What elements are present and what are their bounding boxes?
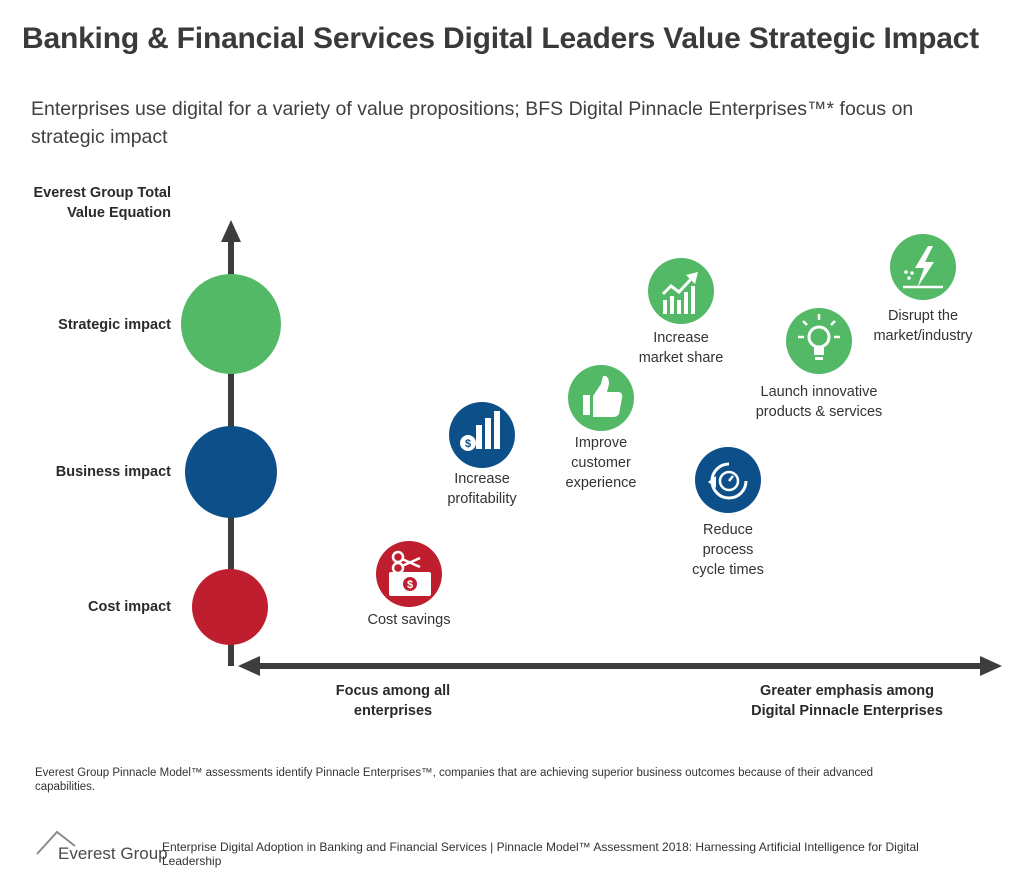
y-axis-title: Everest Group Total Value Equation: [0, 183, 171, 223]
strategic-impact-circle: [181, 274, 281, 374]
cost-savings-label: Cost savings: [339, 610, 479, 630]
label-line: cycle times: [692, 562, 764, 578]
label-line: customer: [571, 455, 631, 471]
label-line: market/industry: [873, 328, 973, 344]
reduce-process-cycle-times-label: Reduce process cycle times: [658, 520, 798, 580]
horizontal-axis-left-arrowhead: [238, 656, 260, 676]
label-line: enterprises: [353, 703, 433, 719]
money-bar-chart-icon: $: [449, 402, 515, 468]
y-axis-title-line2: Value Equation: [67, 205, 171, 221]
label-line: Digital Pinnacle Enterprises: [751, 703, 943, 719]
increase-profitability-label: Increase profitability: [412, 469, 552, 509]
strategic-impact-label: Strategic impact: [58, 317, 171, 333]
business-impact-label: Business impact: [55, 464, 171, 480]
label-line: Focus among all: [335, 683, 451, 699]
growth-chart-icon: [648, 258, 714, 324]
svg-text:$: $: [407, 579, 413, 591]
label-line: Increase: [653, 330, 709, 346]
label-line: Launch innovative: [760, 384, 878, 400]
label-line: Greater emphasis among: [759, 683, 935, 699]
label-line: experience: [565, 475, 637, 491]
cost-impact-label: Cost impact: [88, 599, 171, 615]
label-line: products & services: [755, 404, 883, 420]
label-line: Increase: [454, 471, 510, 487]
horizontal-axis-right-arrowhead: [980, 656, 1002, 676]
increase-market-share-label: Increase market share: [611, 328, 751, 368]
lightning-icon: [890, 234, 956, 300]
business-impact-circle: [185, 426, 277, 518]
page-subtitle: Enterprises use digital for a variety of…: [31, 98, 914, 148]
thumbs-up-icon: [568, 365, 634, 431]
label-line: Reduce: [703, 522, 753, 538]
label-line: Disrupt the: [887, 308, 959, 324]
cycle-stopwatch-icon: [695, 447, 761, 513]
improve-customer-experience-label: Improve customer experience: [531, 433, 671, 493]
scissors-money-icon: $: [376, 541, 442, 607]
everest-group-logo: Everest Group: [58, 844, 168, 863]
x-axis-right-label: Greater emphasis among Digital Pinnacle …: [737, 681, 957, 721]
label-line: Improve: [574, 435, 628, 451]
label-line: market share: [638, 350, 724, 366]
label-line: Cost savings: [367, 612, 451, 628]
cost-impact-circle: [192, 569, 268, 645]
label-line: process: [702, 542, 754, 558]
svg-text:$: $: [465, 438, 471, 450]
x-axis-left-label: Focus among all enterprises: [313, 681, 473, 721]
vertical-axis-arrowhead: [221, 220, 241, 242]
launch-innovative-products-label: Launch innovative products & services: [739, 382, 899, 422]
y-axis-title-line1: Everest Group Total: [33, 185, 171, 201]
everest-mountain-icon: [36, 830, 76, 855]
disrupt-market-label: Disrupt the market/industry: [853, 306, 993, 346]
source-citation: Enterprise Digital Adoption in Banking a…: [162, 840, 919, 868]
footnote: Everest Group Pinnacle Model™ assessment…: [35, 767, 874, 793]
label-line: profitability: [447, 491, 517, 507]
lightbulb-icon: [786, 308, 852, 374]
page-title: Banking & Financial Services Digital Lea…: [22, 22, 979, 55]
